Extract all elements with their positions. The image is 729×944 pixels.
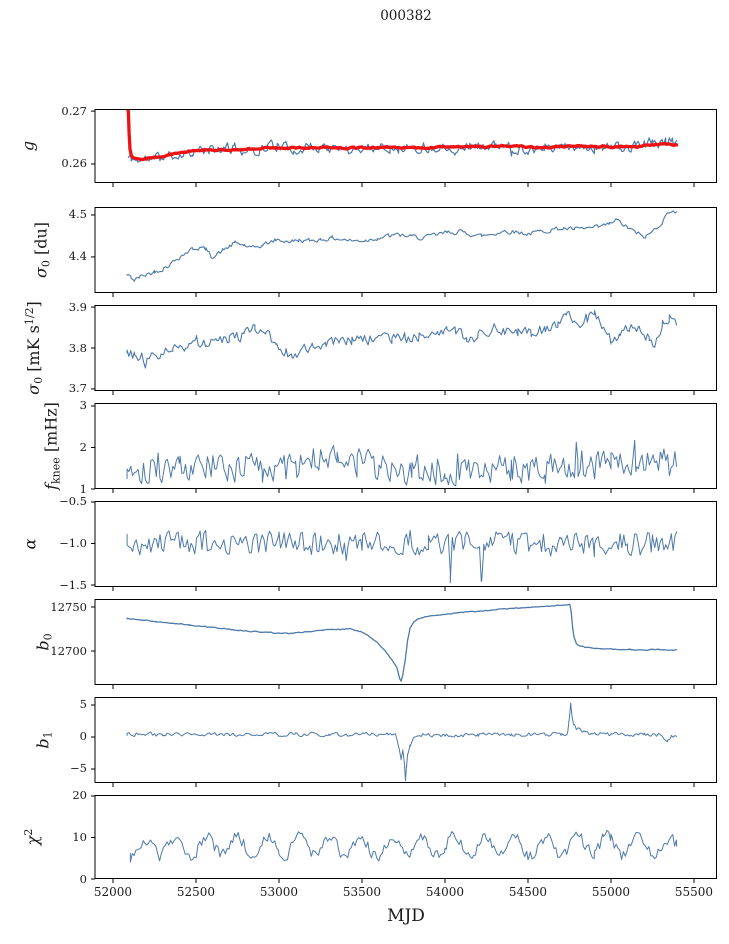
y-axis-label-g: g [18, 140, 38, 152]
y-tick-label-sigma0-mks: 3.8 [68, 340, 87, 355]
y-axis-label-b0: b0 [33, 633, 55, 651]
series-g-smoothed [126, 109, 679, 162]
y-tick-label-chi2: 0 [79, 871, 87, 886]
series-chi2 [129, 829, 678, 863]
y-tick-label-fknee: 3 [79, 398, 87, 413]
y-tick-label-alpha: −1.5 [59, 577, 87, 592]
x-tick-label: 54500 [508, 885, 548, 899]
y-tick-label-g: 0.27 [61, 103, 87, 118]
y-axis-label-sigma0-mks: σ0 [mK s1/2] [23, 301, 45, 395]
y-tick-label-fknee: 1 [79, 481, 87, 496]
y-tick-label-alpha: −0.5 [59, 494, 87, 509]
y-axis-label-alpha: α [20, 538, 40, 550]
panel-b0 [91, 599, 717, 689]
x-axis-label: MJD [387, 906, 425, 926]
series-b1 [126, 702, 678, 782]
series-g-raw [128, 137, 678, 163]
x-tick-label: 53500 [342, 885, 382, 899]
series-sigma0-du [126, 210, 678, 282]
panel-chi2 [91, 795, 717, 883]
x-tick-label: 55000 [591, 885, 631, 899]
x-tick-label: 52500 [176, 885, 216, 899]
y-tick-label-sigma0-mks: 3.9 [68, 299, 87, 314]
y-tick-label-fknee: 2 [79, 439, 87, 454]
y-tick-label-alpha: −1.0 [59, 536, 87, 550]
series-b0 [126, 603, 678, 682]
y-axis-label-b1: b1 [33, 731, 55, 749]
panel-b1 [91, 697, 717, 787]
x-tick-label: 52000 [93, 885, 133, 899]
y-tick-label-b0: 12700 [50, 643, 87, 658]
y-tick-label-chi2: 10 [72, 829, 87, 844]
panel-g [91, 109, 717, 187]
x-tick-label: 55500 [674, 885, 714, 899]
y-tick-label-sigma0-du: 4.4 [68, 249, 87, 264]
y-tick-label-sigma0-du: 4.5 [68, 207, 87, 222]
y-tick-label-chi2: 20 [72, 788, 87, 803]
y-tick-label-b1: −5 [70, 761, 87, 776]
y-axis-label-sigma0-du: σ0 [du] [31, 221, 53, 279]
panel-fknee [91, 403, 717, 493]
y-tick-label-sigma0-mks: 3.7 [68, 381, 87, 396]
panel-alpha [91, 501, 717, 591]
y-axis-label-chi2: χ2 [22, 828, 42, 846]
panel-sigma0-mks [91, 305, 717, 395]
panel-sigma0-du [91, 207, 717, 297]
series-sigma0-mks [126, 310, 678, 369]
x-tick-label: 53000 [259, 885, 299, 899]
y-tick-label-b0: 12750 [50, 599, 87, 614]
series-alpha [126, 529, 678, 584]
x-tick-label: 54000 [425, 885, 465, 899]
y-tick-label-g: 0.26 [61, 156, 87, 171]
series-fknee [126, 439, 678, 487]
page-title: 000382 [380, 8, 432, 24]
y-tick-label-b1: 5 [79, 697, 87, 712]
y-axis-label-fknee: fknee [mHz] [41, 402, 63, 490]
y-tick-label-b1: 0 [79, 729, 87, 744]
